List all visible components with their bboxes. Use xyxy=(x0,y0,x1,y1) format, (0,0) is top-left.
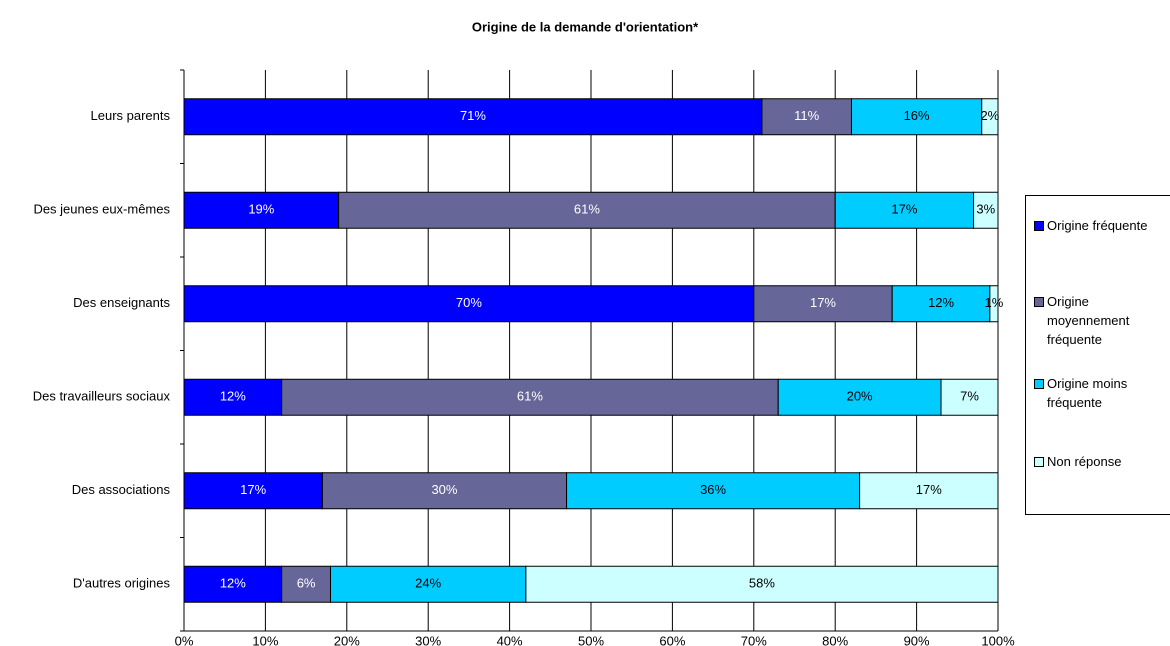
bar-segment xyxy=(566,472,861,510)
bar-segment xyxy=(281,378,779,416)
bar-segment xyxy=(973,191,999,229)
data-label: 1% xyxy=(985,295,1004,310)
x-tick-label: 100% xyxy=(981,633,1015,646)
bar-segment xyxy=(753,285,893,323)
data-label: 61% xyxy=(574,202,600,217)
data-label: 61% xyxy=(517,389,543,404)
y-tick-label: D'autres origines xyxy=(73,576,171,591)
data-label: 36% xyxy=(700,482,726,497)
legend-swatch xyxy=(1034,221,1044,231)
bar-segment xyxy=(940,378,999,416)
bar-segment xyxy=(850,98,983,136)
data-label: 3% xyxy=(976,202,995,217)
data-label: 16% xyxy=(904,108,930,123)
legend-label: Non réponse xyxy=(1047,454,1122,469)
legend-swatch xyxy=(1034,297,1044,307)
bar-segment xyxy=(777,378,942,416)
data-label: 24% xyxy=(415,576,441,591)
x-tick-label: 40% xyxy=(497,633,523,646)
bar-segment xyxy=(761,98,852,136)
bar-segment xyxy=(281,565,332,603)
data-label: 17% xyxy=(916,482,942,497)
x-tick-label: 10% xyxy=(252,633,278,646)
legend-item: Origine fréquente xyxy=(1034,216,1159,235)
x-tick-label: 60% xyxy=(659,633,685,646)
bar-segment xyxy=(183,191,340,229)
data-label: 17% xyxy=(240,482,266,497)
legend-label: Origine fréquente xyxy=(1047,218,1148,233)
y-tick-label: Des enseignants xyxy=(73,295,170,310)
x-tick-label: 90% xyxy=(904,633,930,646)
legend-item: Origine moyennement fréquente xyxy=(1034,292,1159,349)
data-label: 70% xyxy=(456,295,482,310)
y-tick-label: Des jeunes eux-mêmes xyxy=(33,202,170,217)
x-tick-label: 0% xyxy=(175,633,194,646)
x-tick-label: 80% xyxy=(822,633,848,646)
data-label: 58% xyxy=(749,576,775,591)
legend-swatch xyxy=(1034,457,1044,467)
data-label: 12% xyxy=(928,295,954,310)
data-label: 71% xyxy=(460,108,486,123)
bar-segment xyxy=(338,191,836,229)
bar-segment xyxy=(183,285,755,323)
bar-segment xyxy=(183,98,763,136)
y-tick-label: Des travailleurs sociaux xyxy=(33,389,171,404)
chart-title: Origine de la demande d'orientation* xyxy=(472,19,699,34)
data-label: 2% xyxy=(980,108,999,123)
y-tick-label: Des associations xyxy=(72,482,171,497)
legend-item: Non réponse xyxy=(1034,452,1159,471)
data-label: 6% xyxy=(297,576,316,591)
bar-segment xyxy=(891,285,991,323)
bar-segment xyxy=(330,565,527,603)
x-tick-label: 30% xyxy=(415,633,441,646)
data-label: 20% xyxy=(847,389,873,404)
legend-item: Origine moins fréquente xyxy=(1034,374,1159,412)
bar-segment xyxy=(989,285,999,323)
legend-label: Origine moyennement fréquente xyxy=(1047,294,1130,347)
bar-segment xyxy=(321,472,568,510)
bar-segment xyxy=(525,565,999,603)
bar-segment xyxy=(183,565,283,603)
y-tick-label: Leurs parents xyxy=(91,108,171,123)
legend-label: Origine moins fréquente xyxy=(1047,376,1128,410)
data-label: 30% xyxy=(431,482,457,497)
bar-segment xyxy=(859,472,999,510)
data-label: 11% xyxy=(794,108,819,123)
data-label: 7% xyxy=(960,389,979,404)
data-label: 12% xyxy=(220,389,246,404)
data-label: 17% xyxy=(810,295,836,310)
data-label: 12% xyxy=(220,576,246,591)
legend: Origine fréquente Origine moyennement fré… xyxy=(1025,195,1170,515)
data-label: 19% xyxy=(248,202,274,217)
x-tick-label: 20% xyxy=(334,633,360,646)
x-tick-label: 70% xyxy=(741,633,767,646)
data-label: 17% xyxy=(891,202,917,217)
x-tick-label: 50% xyxy=(578,633,604,646)
legend-swatch xyxy=(1034,379,1044,389)
bar-segment xyxy=(981,98,999,136)
bar-segment xyxy=(834,191,975,229)
bar-segment xyxy=(183,378,283,416)
